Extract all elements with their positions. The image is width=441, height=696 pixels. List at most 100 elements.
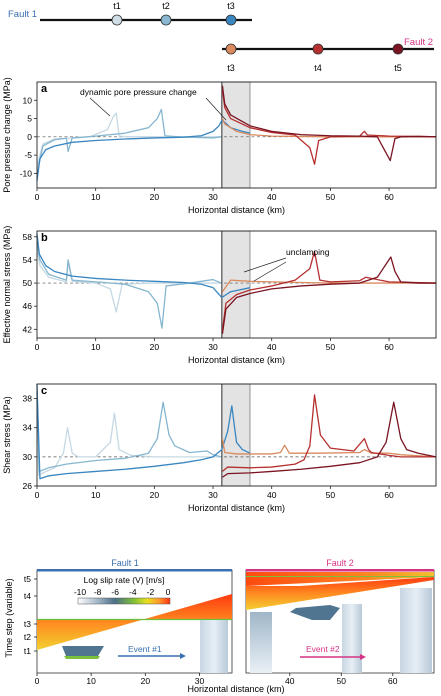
y-tick-label: 26 [23,481,33,491]
x-tick-label: 40 [267,342,277,352]
series-line-4 [221,438,437,458]
y-tick-label: 50 [23,278,33,288]
x-tick-label: 60 [384,192,394,202]
colorbar-title: Log slip rate (V) [m/s] [84,575,165,585]
x-tick-label: 40 [285,676,295,686]
colorbar-ticks: -10 -8 -6 -4 -2 0 [74,587,171,597]
series-line-3 [36,383,251,480]
fault-2-interseismic-band-3 [250,612,272,673]
x-axis-label: Horizontal distance (km) [188,205,285,215]
fault-1-x-ticks: 0 10 20 30 [35,673,205,686]
fault-1-interseismic-band [200,620,228,673]
x-tick-label: 20 [150,342,160,352]
series-line-2 [36,242,222,329]
shaded-region [221,81,251,189]
panel-letter: b [41,232,48,244]
series-line-3 [36,233,251,299]
fault-1-heatmap: Fault 1 Log slip rate (V) [m/s] -10 -8 -6-… [24,558,233,686]
fault-2-top-green [246,576,434,577]
colorbar-tick-label: -2 [147,587,155,597]
y-axis-label: Effective normal stress (MPa) [2,226,12,344]
series-line-1 [36,112,222,167]
fault-1-event-marker [160,14,172,26]
x-tick-label: 10 [91,490,101,500]
colorbar-tick-label: -6 [111,587,119,597]
x-tick-label: 60 [384,342,394,352]
x-tick-label: 0 [35,490,40,500]
series-line-5 [221,89,437,165]
series-line-2 [36,391,222,473]
time-tick-label: t5 [24,574,31,584]
series-line-1 [36,248,222,313]
y-tick-label: -5 [24,150,32,160]
event-1-arrowhead [180,653,186,659]
series-line-5 [222,394,436,472]
series-line-6 [221,85,437,162]
fault-1-events: t1 t2 t3 [111,1,237,26]
event-1-label: Event #1 [128,644,162,654]
series-line-4 [221,118,436,138]
y-tick-label: 30 [23,452,33,462]
x-tick-label: 50 [337,676,347,686]
x-tick-label: 20 [150,192,160,202]
y-tick-label: 46 [23,301,33,311]
x-tick-label: 10 [91,192,101,202]
fault-1-nucleation-blob [62,646,104,656]
series-line-1 [36,391,222,476]
fault-2-rupture-zone-lower [246,577,434,610]
x-tick-label: 10 [86,676,96,686]
annotation-arrow [243,257,287,273]
x-tick-label: 50 [326,490,336,500]
plot-frame [36,81,437,189]
series-line-5 [221,250,437,331]
colorbar-tick-label: -8 [94,587,102,597]
panel-d-ylabel: Time step (variable) [4,578,14,657]
series-line-2 [36,108,222,174]
colorbar-tick-label: -4 [129,587,137,597]
fault-2-label: Fault 2 [404,37,433,48]
x-tick-label: 50 [326,192,336,202]
y-tick-label: 54 [23,255,33,265]
panel-letter: c [41,385,47,397]
y-tick-label: 10 [23,95,33,105]
fault-2-rupture-zone [246,572,434,586]
fault-1-time-ticks: t1 t2 t3 t4 t5 [24,574,37,656]
fault-2-interseismic-band-1 [342,604,362,673]
annotation-text: dynamic pore pressure change [80,87,197,97]
annotation-arrow [253,261,287,282]
x-tick-label: 30 [195,676,205,686]
panel-letter: a [41,83,48,95]
y-tick-label: 5 [27,114,32,124]
fault-2-interseismic-band-2 [400,588,432,673]
fault-1-top-bar [37,569,232,572]
x-tick-label: 40 [267,192,277,202]
y-tick-label: 34 [23,423,33,433]
fault-1-event-label: t3 [227,1,235,11]
x-tick-label: 0 [35,342,40,352]
plot-frame [36,230,437,339]
plot-frame [36,383,437,487]
fault-2-event-marker [312,43,324,55]
y-tick-label: 58 [23,232,33,242]
time-tick-label: t3 [24,619,31,629]
y-tick-label: 0 [27,132,32,142]
x-tick-label: 0 [35,676,40,686]
fault-2-heatmap: Fault 2 40 50 60 Event #2 [245,558,435,686]
y-axis-label: Shear stress (MPa) [2,396,12,474]
panel-a-pore-pressure: 0 10 20 30 40 50 60 -10 -5 0 5 10 a Horizontal distan… [2,77,437,215]
annotation-arrow [205,97,227,121]
y-tick-label: 42 [23,324,33,334]
colorbar-tick-label: 0 [166,587,171,597]
time-tick-label: t1 [24,646,31,656]
fault-1-rupture-zone [37,594,232,650]
x-tick-label: 20 [141,676,151,686]
event-2-arrowhead [360,654,366,660]
annotation-arrow [89,97,111,117]
panel-b-effective-normal-stress: 0 10 20 30 40 50 60 42 46 50 54 58 b Horizontal dista… [2,226,437,365]
series-line-3 [36,119,251,181]
shaded-region [221,230,251,339]
fault-1-event-marker [111,14,123,26]
x-tick-label: 40 [267,490,277,500]
x-tick-label: 50 [326,342,336,352]
